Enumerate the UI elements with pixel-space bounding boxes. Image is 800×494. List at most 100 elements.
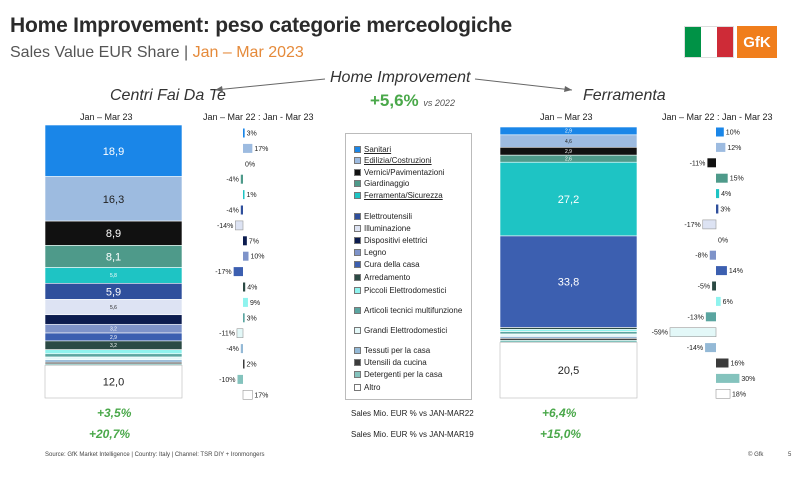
left-change-bar-giardinaggio [240, 174, 243, 184]
left-growth-vs22: +3,5% [97, 406, 132, 420]
right-change-label-edilizia-costruzioni: 12% [727, 145, 741, 152]
left-segment-label-sanitari: 18,9 [103, 146, 124, 158]
left-growth-vs19: +20,7% [89, 427, 131, 441]
left-altro-outline [44, 364, 183, 399]
right-change-bar-elettroutensili [716, 204, 719, 214]
left-change-bar-cura-della-casa [233, 267, 243, 277]
subtitle-period: Jan – Mar 2023 [192, 44, 304, 61]
left-segment-label-edilizia-costruzioni: 16,3 [103, 194, 124, 206]
legend-swatch-tessuti-per-la-casa [354, 347, 361, 354]
legend-item-elettroutensili: Elettroutensili [354, 213, 412, 221]
center-growth: +5,6% vs 2022 [370, 91, 455, 111]
left-change-label-cura-della-casa: -17% [215, 269, 231, 276]
legend-label-utensili-da-cucina: Utensili da cucina [364, 358, 427, 367]
right-segment-ferramenta-sicurezza [499, 161, 638, 237]
left-change-bar-illuminazione [235, 220, 244, 231]
legend-label-legno: Legno [364, 248, 387, 257]
legend-label-detergenti-per-la-casa: Detergenti per la casa [364, 370, 443, 379]
left-segment-altro [44, 364, 183, 399]
legend-swatch-sanitari [354, 146, 361, 153]
legend-swatch-dispositivi-elettrici [354, 237, 361, 244]
italy-flag-icon [684, 26, 734, 58]
arrows [214, 78, 573, 92]
legend-item-edilizia-costruzioni: Edilizia/Costruzioni [354, 157, 432, 165]
right-segment-grandi-elettrodomestici [499, 333, 638, 337]
left-segment-label-ferramenta-sicurezza: 5,8 [110, 273, 117, 279]
legend-item-legno: Legno [354, 249, 386, 257]
left-segment-vernici-pavimentazioni [44, 220, 183, 246]
legend-label-piccoli-elettrodomestici: Piccoli Elettrodomestici [364, 286, 447, 295]
right-change-bar-arredamento [712, 281, 716, 291]
right-change-bar-sanitari [716, 127, 724, 137]
left-change-bar-dispositivi-elettrici [243, 236, 247, 246]
right-change-bar-giardinaggio [716, 173, 728, 183]
source-note: Source: GfK Market Intelligence | Countr… [45, 452, 265, 458]
flag-stripe-green [685, 27, 701, 57]
left-stacked-bar: 18,9 16,3 8,9 8,1 5,8 5,9 5,6 3,2 2,9 3,2 12,0 [44, 124, 183, 399]
right-change-label-utensili-da-cucina: 16% [730, 361, 744, 368]
legend-item-utensili-da-cucina: Utensili da cucina [354, 359, 427, 367]
legend-label-giardinaggio: Giardinaggio [364, 179, 410, 188]
legend-item-illuminazione: Illuminazione [354, 225, 411, 233]
right-segment-articoli-tecnici-multifunzione [499, 331, 638, 335]
right-change-bar-detergenti-per-la-casa [716, 373, 740, 383]
legend-label-altro: Altro [364, 383, 381, 392]
right-segment-label-vernici-pavimentazioni: 2,9 [565, 149, 572, 155]
legend-item-tessuti-per-la-casa: Tessuti per la casa [354, 347, 430, 355]
right-change-label-grandi-elettrodomestici: -59% [652, 330, 668, 337]
legend-label-dispositivi-elettrici: Dispositivi elettrici [364, 236, 428, 245]
right-change-label-arredamento: -5% [698, 284, 710, 291]
left-change-label-giardinaggio: -4% [226, 177, 238, 184]
right-change-label-dispositivi-elettrici: 0% [718, 237, 728, 244]
left-change-label-legno: 10% [251, 254, 265, 261]
right-change-bar-legno [709, 250, 716, 260]
legend-label-arredamento: Arredamento [364, 273, 411, 282]
page-number: 5 [788, 452, 792, 458]
right-stacked-bar: 2,9 4,6 2,9 2,6 27,2 33,8 20,5 [499, 126, 638, 399]
left-change-bar-ferramenta-sicurezza [243, 190, 245, 200]
left-change-label-piccoli-elettrodomestici: 9% [250, 300, 260, 307]
right-period-label: Jan – Mar 23 [540, 112, 593, 122]
left-change-label-edilizia-costruzioni: 17% [254, 146, 268, 153]
legend-swatch-utensili-da-cucina [354, 359, 361, 366]
left-change-bar-altro [242, 389, 253, 400]
left-change-bar-grandi-elettrodomestici [236, 328, 244, 339]
legend-swatch-articoli-tecnici-multifunzione [354, 307, 361, 314]
legend-item-detergenti-per-la-casa: Detergenti per la casa [354, 371, 442, 379]
left-segment-articoli-tecnici-multifunzione [44, 353, 183, 358]
right-segment-detergenti-per-la-casa [499, 339, 638, 343]
right-change-label-tessuti-per-la-casa: -14% [687, 345, 703, 352]
flag-stripe-white [701, 27, 717, 57]
legend-swatch-grandi-elettrodomestici [354, 327, 361, 334]
right-segment-label-ferramenta-sicurezza: 27,2 [558, 194, 579, 206]
left-segment-label-illuminazione: 5,6 [110, 305, 117, 311]
left-change-label-vernici-pavimentazioni: 0% [245, 161, 255, 168]
legend-label-elettroutensili: Elettroutensili [364, 212, 413, 221]
left-change-label: Jan – Mar 22 : Jan - Mar 23 [203, 112, 314, 122]
legend-item-sanitari: Sanitari [354, 146, 391, 154]
left-change-label-ferramenta-sicurezza: 1% [247, 192, 257, 199]
arrow-left-head [215, 86, 223, 92]
right-change-label-illuminazione: -17% [684, 222, 700, 229]
legend-item-ferramenta-sicurezza: Ferramenta/Sicurezza [354, 192, 443, 200]
right-growth-vs19: +15,0% [540, 427, 582, 441]
right-altro-outline [499, 342, 638, 399]
legend-label-ferramenta-sicurezza: Ferramenta/Sicurezza [364, 191, 443, 200]
left-segment-tessuti-per-la-casa [44, 359, 183, 363]
flag-stripe-red [717, 27, 733, 57]
left-change-label-dispositivi-elettrici: 7% [249, 238, 259, 245]
page-subtitle: Sales Value EUR Share | Jan – Mar 2023 [10, 44, 304, 62]
left-segment-label-arredamento: 3,2 [110, 343, 117, 349]
right-change-bar-vernici-pavimentazioni [707, 158, 716, 168]
subtitle-main: Sales Value EUR Share | [10, 44, 193, 61]
left-change-bar-detergenti-per-la-casa [237, 374, 243, 384]
right-segment-label-giardinaggio: 2,6 [565, 157, 572, 163]
right-change-label-ferramenta-sicurezza: 4% [721, 191, 731, 198]
right-change-label-detergenti-per-la-casa: 30% [741, 376, 755, 383]
gfk-logo: GfK [737, 26, 777, 58]
right-change-bar-piccoli-elettrodomestici [716, 296, 721, 306]
right-change-bar-altro [715, 388, 731, 399]
left-change-bar-legno [243, 251, 249, 261]
legend-item-arredamento: Arredamento [354, 274, 410, 282]
